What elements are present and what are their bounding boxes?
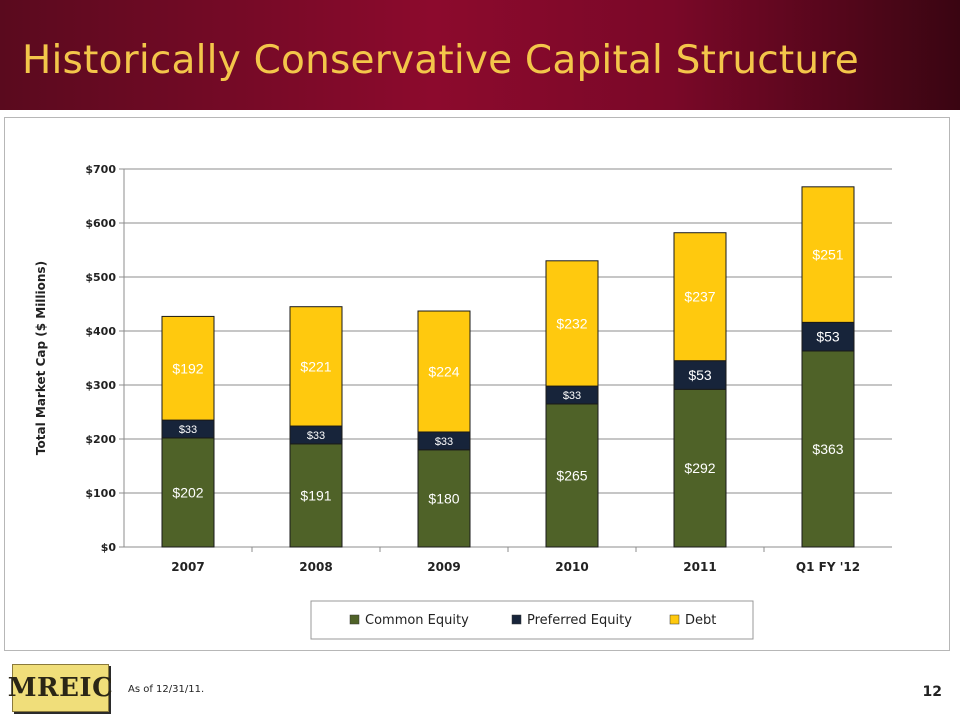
legend-label: Debt [685,613,716,628]
x-tick-label: 2011 [683,560,716,574]
legend-swatch [349,614,360,625]
data-label: $33 [179,424,197,436]
data-label: $33 [307,430,325,442]
bar-common-equity [417,449,471,548]
data-label: $53 [816,329,840,345]
data-label: $202 [172,484,203,500]
slide-header: Historically Conservative Capital Struct… [0,0,960,110]
data-label: $221 [300,358,331,374]
footnote: As of 12/31/11. [128,684,205,695]
legend-swatch [669,614,680,625]
y-tick-label: $0 [101,541,117,554]
data-label: $237 [684,289,715,305]
bar-debt [673,232,727,362]
data-label: $53 [688,367,712,383]
x-tick-label: 2009 [427,560,460,574]
bar-debt [161,315,215,421]
chart-frame: $0 $100 $200 $300 $400 $500 $600 $700 Total Mark… [4,117,950,651]
bar-common-equity [801,350,855,548]
y-tick-label: $300 [85,379,116,392]
legend-label: Preferred Equity [527,613,632,628]
data-label: $180 [428,490,459,506]
stacked-bar-chart: $0 $100 $200 $300 $400 $500 $600 $700 Total Mark… [34,163,892,640]
bar-debt [801,186,855,323]
legend-label: Common Equity [365,613,469,628]
data-label: $251 [812,247,843,263]
y-tick-label: $700 [85,163,116,176]
bar-debt [289,306,343,427]
bar-common-equity [545,403,599,548]
data-label: $192 [172,360,203,376]
x-tick-label: Q1 FY '12 [796,560,860,574]
data-label: $292 [684,460,715,476]
data-label: $232 [556,315,587,331]
data-label: $265 [556,467,587,483]
y-tick-label: $100 [85,487,116,500]
x-tick-label: 2010 [555,560,588,574]
page-number: 12 [922,684,942,700]
y-tick-label: $600 [85,217,116,230]
data-label: $224 [428,364,459,380]
company-logo: MREIC [8,664,113,712]
bar-common-equity [289,443,343,548]
data-label: $191 [300,487,331,503]
legend-box [310,600,754,640]
x-tick-label: 2007 [171,560,204,574]
y-axis-label: Total Market Cap ($ Millions) [34,261,48,455]
logo-text: MREIC [7,673,114,703]
bar-debt [417,310,471,433]
y-tick-label: $500 [85,271,116,284]
data-label: $363 [812,441,843,457]
data-label: $33 [435,436,453,448]
y-tick-label: $400 [85,325,116,338]
slide-title: Historically Conservative Capital Struct… [22,38,859,83]
bar-debt [545,260,599,387]
x-tick-label: 2008 [299,560,332,574]
y-tick-label: $200 [85,433,116,446]
legend-swatch [511,614,522,625]
bar-preferred-equity [801,321,855,352]
data-label: $33 [563,390,581,402]
